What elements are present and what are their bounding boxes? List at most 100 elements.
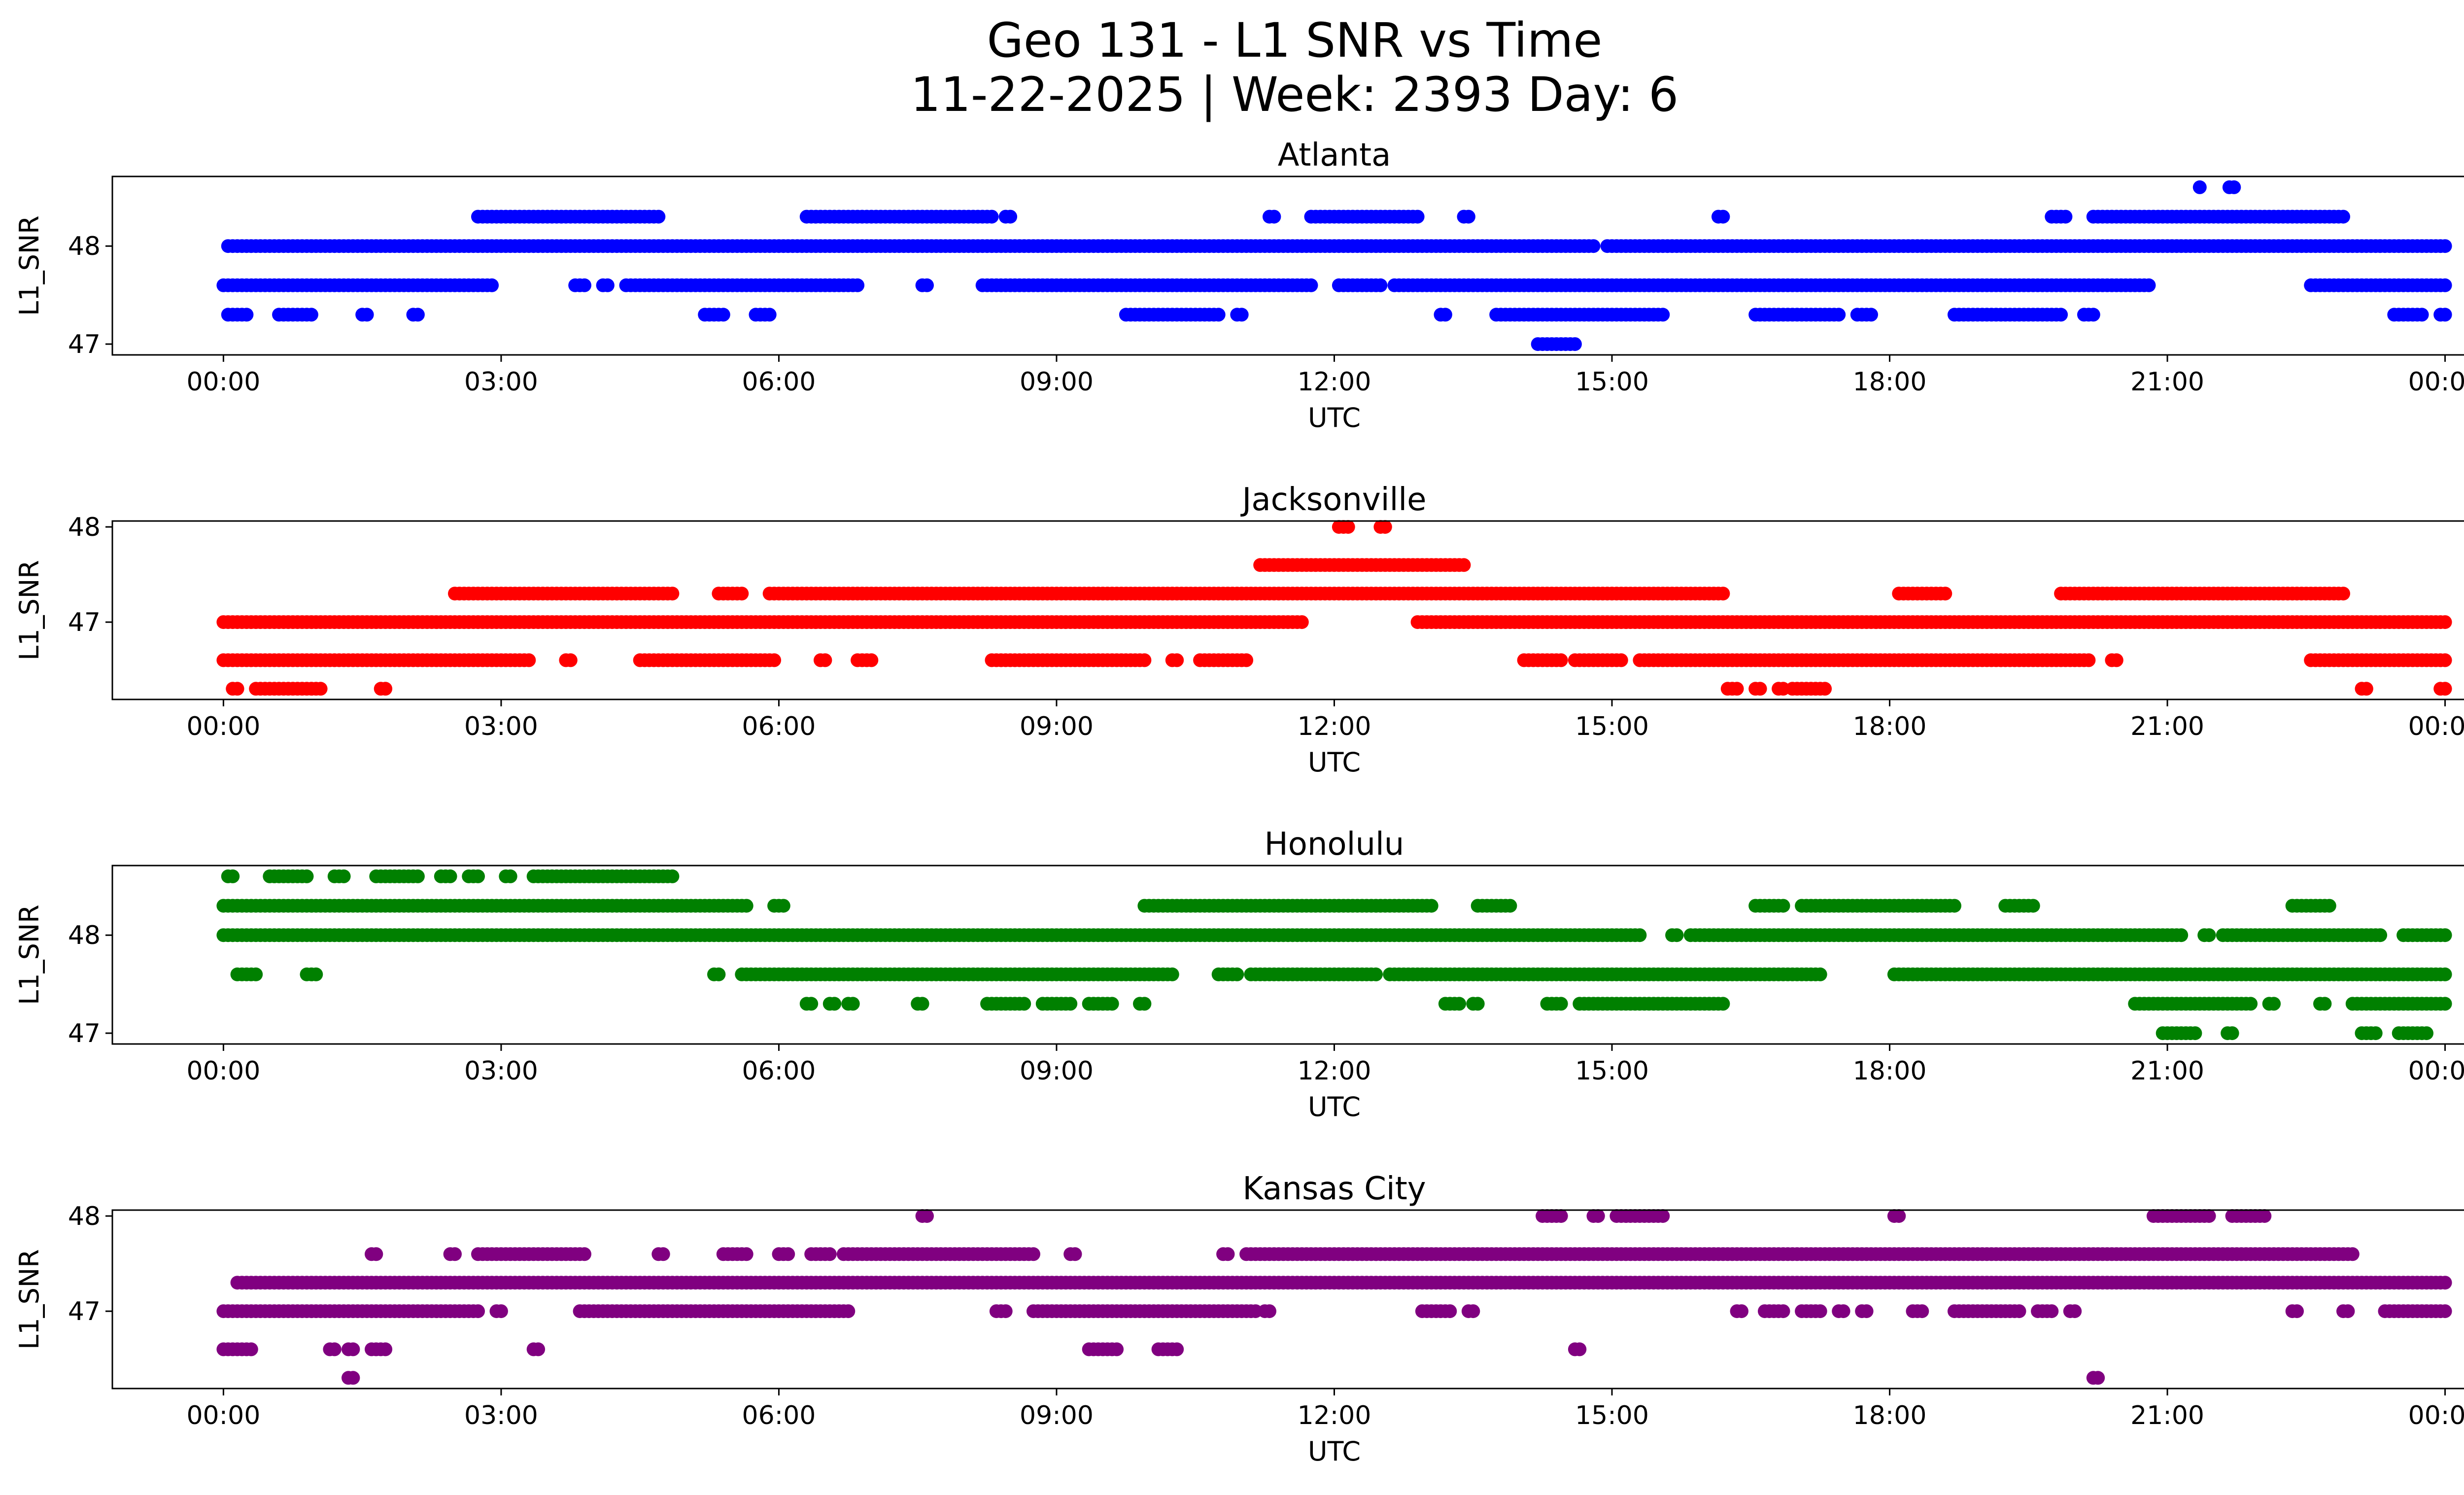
y-tick-label: 48 bbox=[68, 1202, 101, 1231]
data-point bbox=[1165, 967, 1179, 981]
x-tick-label: 12:00 bbox=[1298, 712, 1371, 741]
data-point bbox=[531, 1342, 546, 1356]
data-point bbox=[2026, 899, 2040, 913]
y-tick-label: 47 bbox=[68, 330, 101, 359]
data-point bbox=[2188, 1026, 2202, 1041]
data-point bbox=[1230, 967, 1244, 981]
data-point bbox=[1753, 682, 1767, 696]
data-point bbox=[804, 997, 819, 1011]
x-tick-label: 12:00 bbox=[1298, 367, 1371, 397]
axes-frame bbox=[111, 1209, 2464, 1390]
data-point bbox=[827, 997, 842, 1011]
x-tick-label: 15:00 bbox=[1575, 1401, 1649, 1430]
data-point bbox=[920, 278, 934, 292]
data-point bbox=[1735, 1304, 1748, 1319]
data-point bbox=[735, 587, 749, 601]
x-tick-label: 00:00 bbox=[2408, 712, 2464, 741]
data-point bbox=[822, 1247, 837, 1261]
x-tick-label: 00:00 bbox=[2408, 1401, 2464, 1430]
data-point bbox=[1110, 1342, 1124, 1356]
data-point bbox=[411, 308, 425, 322]
data-point bbox=[1591, 1209, 1605, 1223]
data-point bbox=[346, 1342, 360, 1356]
data-point bbox=[1818, 682, 1832, 696]
data-point bbox=[651, 209, 666, 224]
data-point bbox=[1859, 1304, 1874, 1319]
data-point bbox=[503, 869, 517, 883]
data-point bbox=[1813, 1304, 1827, 1319]
data-point bbox=[230, 682, 244, 696]
y-tick-label: 47 bbox=[68, 1019, 101, 1048]
data-point bbox=[1457, 558, 1471, 572]
data-point bbox=[443, 869, 457, 883]
x-tick-label: 21:00 bbox=[2130, 1401, 2204, 1430]
data-point bbox=[2267, 997, 2281, 1011]
data-point bbox=[1424, 899, 1438, 913]
x-tick-label: 00:00 bbox=[186, 712, 260, 741]
x-tick-label: 21:00 bbox=[2130, 1056, 2204, 1086]
data-point bbox=[2091, 1371, 2105, 1385]
x-tick-label: 06:00 bbox=[742, 712, 816, 741]
data-points bbox=[216, 1209, 2452, 1385]
y-axis-label: L1_SNR bbox=[14, 1249, 45, 1350]
data-point bbox=[2192, 180, 2207, 194]
data-point bbox=[1948, 899, 1961, 913]
data-point bbox=[2174, 928, 2189, 942]
data-point bbox=[2438, 682, 2452, 696]
data-point bbox=[2336, 587, 2350, 601]
data-point bbox=[1776, 899, 1790, 913]
data-point bbox=[249, 967, 263, 981]
data-point bbox=[369, 1247, 383, 1261]
data-point bbox=[2336, 209, 2350, 224]
x-axis-label: UTC bbox=[1308, 1091, 1361, 1122]
data-point bbox=[1892, 1209, 1906, 1223]
data-point bbox=[1239, 653, 1254, 667]
x-tick-label: 09:00 bbox=[1020, 1401, 1094, 1430]
x-tick-label: 09:00 bbox=[1020, 1056, 1094, 1086]
data-point bbox=[2202, 1209, 2216, 1223]
data-point bbox=[1633, 928, 1647, 942]
data-point bbox=[712, 967, 726, 981]
data-point bbox=[716, 308, 730, 322]
data-point bbox=[337, 869, 351, 883]
data-point bbox=[1410, 209, 1425, 224]
data-point bbox=[1832, 308, 1846, 322]
data-point bbox=[1027, 1247, 1040, 1261]
data-point bbox=[2086, 308, 2100, 322]
data-point bbox=[781, 1247, 795, 1261]
data-point bbox=[2359, 682, 2373, 696]
data-point bbox=[1716, 587, 1730, 601]
data-point bbox=[665, 869, 680, 883]
x-tick-label: 09:00 bbox=[1020, 712, 1094, 741]
x-tick-label: 15:00 bbox=[1575, 1056, 1649, 1086]
x-tick-label: 18:00 bbox=[1853, 712, 1927, 741]
data-points bbox=[216, 180, 2452, 351]
data-point bbox=[846, 997, 860, 1011]
data-point bbox=[1466, 1304, 1480, 1319]
data-point bbox=[360, 308, 374, 322]
data-point bbox=[2415, 308, 2429, 322]
data-point bbox=[739, 1247, 753, 1261]
subplot-title: Atlanta bbox=[1278, 137, 1391, 174]
data-point bbox=[494, 1304, 508, 1319]
x-axis-label: UTC bbox=[1308, 747, 1361, 778]
data-point bbox=[1656, 1209, 1670, 1223]
data-point bbox=[2438, 278, 2452, 292]
data-point bbox=[818, 653, 832, 667]
x-tick-label: 12:00 bbox=[1298, 1056, 1371, 1086]
data-point bbox=[1267, 209, 1281, 224]
data-point bbox=[2322, 899, 2336, 913]
data-point bbox=[378, 1342, 393, 1356]
data-point bbox=[2244, 997, 2258, 1011]
data-point bbox=[485, 278, 499, 292]
data-point bbox=[346, 1371, 360, 1385]
data-point bbox=[1017, 997, 1031, 1011]
x-tick-label: 18:00 bbox=[1853, 367, 1927, 397]
data-points bbox=[216, 869, 2452, 1041]
data-point bbox=[2438, 1276, 2452, 1290]
data-point bbox=[1776, 1304, 1790, 1319]
data-point bbox=[762, 308, 777, 322]
data-point bbox=[841, 1304, 856, 1319]
